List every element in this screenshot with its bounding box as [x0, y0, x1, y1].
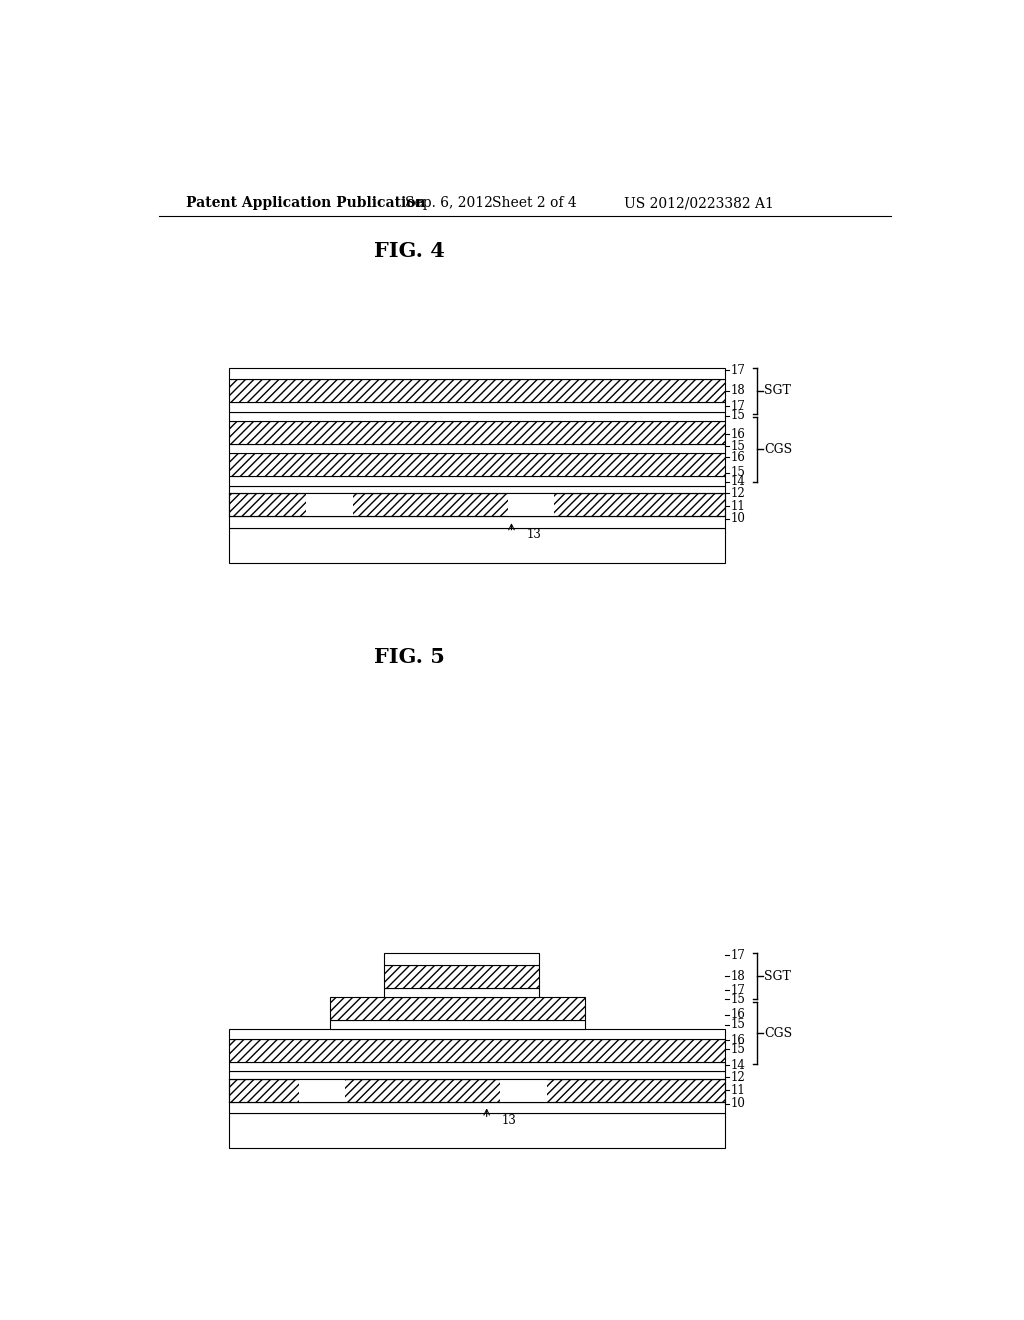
Text: 11: 11: [730, 1084, 744, 1097]
Bar: [228, 1071, 725, 1078]
Text: 10: 10: [730, 512, 745, 525]
Text: 13: 13: [526, 528, 542, 541]
Text: 16: 16: [730, 1034, 745, 1047]
Bar: [228, 1113, 725, 1148]
Text: CGS: CGS: [764, 1027, 793, 1040]
Bar: [228, 412, 725, 421]
Text: 16: 16: [730, 1008, 745, 1022]
Bar: [228, 486, 725, 494]
Bar: [228, 403, 725, 412]
Text: 15: 15: [730, 993, 745, 1006]
Bar: [228, 1102, 725, 1113]
Bar: [228, 1061, 725, 1071]
Bar: [330, 1020, 586, 1030]
Bar: [384, 965, 539, 987]
Text: FIG. 5: FIG. 5: [375, 647, 445, 668]
Text: 15: 15: [730, 1018, 745, 1031]
Bar: [228, 453, 725, 477]
Text: 18: 18: [730, 970, 744, 982]
Text: 14: 14: [730, 475, 745, 488]
Bar: [228, 379, 725, 403]
Text: 17: 17: [730, 949, 745, 962]
Bar: [228, 477, 725, 486]
Text: 15: 15: [730, 440, 745, 453]
Text: 17: 17: [730, 363, 745, 376]
Bar: [228, 528, 725, 562]
Text: 12: 12: [730, 1071, 744, 1084]
Bar: [228, 494, 725, 516]
Text: 17: 17: [730, 400, 745, 413]
Text: Patent Application Publication: Patent Application Publication: [186, 197, 426, 210]
Bar: [306, 494, 352, 516]
Text: SGT: SGT: [764, 384, 792, 397]
Text: 16: 16: [730, 428, 745, 441]
Bar: [384, 953, 539, 965]
Text: 14: 14: [730, 1059, 745, 1072]
Text: 13: 13: [502, 1114, 516, 1127]
Text: 15: 15: [730, 466, 745, 479]
Text: SGT: SGT: [764, 970, 792, 982]
Bar: [384, 987, 539, 997]
Bar: [508, 494, 554, 516]
Text: 18: 18: [730, 384, 744, 397]
Bar: [228, 1078, 725, 1102]
Bar: [228, 368, 725, 379]
Bar: [228, 516, 725, 528]
Text: 15: 15: [730, 409, 745, 422]
Text: Sep. 6, 2012: Sep. 6, 2012: [406, 197, 494, 210]
Text: 15: 15: [730, 1043, 745, 1056]
Text: FIG. 4: FIG. 4: [375, 240, 445, 261]
Text: CGS: CGS: [764, 444, 793, 455]
Text: US 2012/0223382 A1: US 2012/0223382 A1: [624, 197, 774, 210]
Bar: [500, 1078, 547, 1102]
Text: Sheet 2 of 4: Sheet 2 of 4: [493, 197, 577, 210]
Bar: [228, 444, 725, 453]
Bar: [228, 1030, 725, 1039]
Bar: [330, 997, 586, 1020]
Bar: [228, 1039, 725, 1061]
Bar: [299, 1078, 345, 1102]
Text: 10: 10: [730, 1097, 745, 1110]
Text: 11: 11: [730, 500, 744, 513]
Text: 16: 16: [730, 450, 745, 463]
Text: 12: 12: [730, 487, 744, 500]
Text: 17: 17: [730, 983, 745, 997]
Bar: [228, 421, 725, 444]
